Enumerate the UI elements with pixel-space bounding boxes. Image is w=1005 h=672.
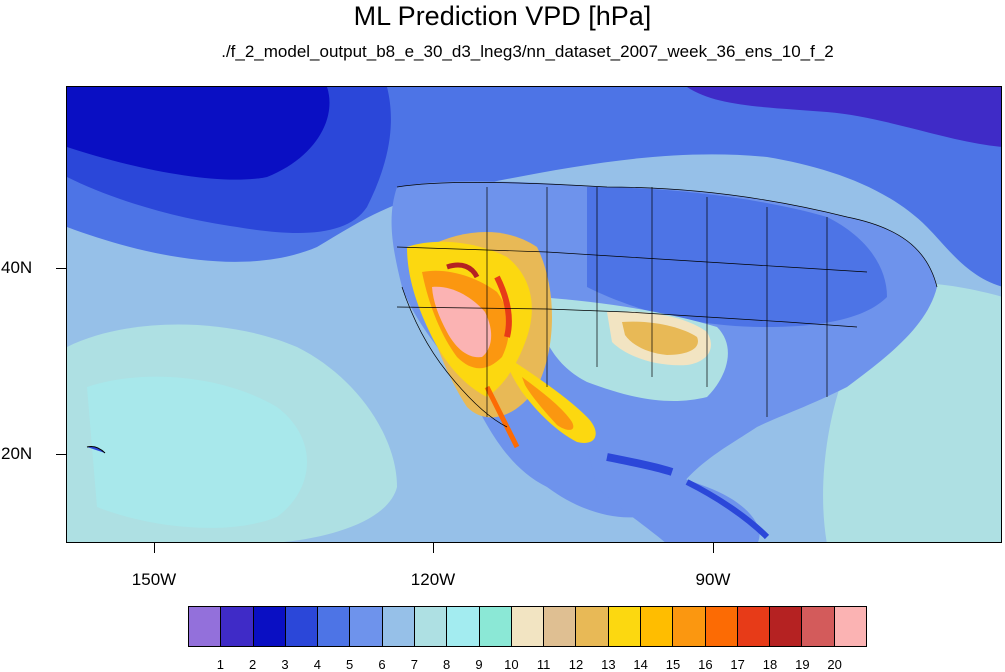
lat-tick (56, 268, 66, 269)
colorbar-swatch (770, 607, 803, 646)
colorbar-tick-label: 11 (536, 657, 551, 672)
colorbar-tick-label: 19 (795, 657, 810, 672)
colorbar-tick-label: 14 (633, 657, 648, 672)
lon-tick (713, 543, 714, 553)
lon-tick (154, 543, 155, 553)
colorbar-tick-label: 17 (730, 657, 745, 672)
colorbar-swatch (608, 607, 641, 646)
colorbar-swatch (511, 607, 545, 646)
colorbar-swatch (737, 607, 771, 646)
colorbar-tick-label: 15 (665, 657, 681, 672)
colorbar-swatch (318, 607, 351, 646)
colorbar-tick-label: 6 (378, 657, 386, 672)
lat-label-40n: 40N (1, 258, 33, 277)
colorbar-swatch (253, 607, 286, 646)
colorbar-swatch (479, 607, 512, 646)
map-title: ML Prediction VPD [hPa] (353, 1, 652, 31)
colorbar-swatch (705, 607, 738, 646)
lon-label-90w: 90W (695, 570, 731, 589)
colorbar-tick-label: 20 (827, 657, 842, 672)
colorbar-tick-label: 5 (346, 657, 354, 672)
lon-label-120w: 120W (410, 570, 456, 589)
vpd-map (66, 86, 1002, 543)
lat-tick (56, 454, 66, 455)
lat-label-20n: 20N (1, 444, 33, 463)
colorbar-tick-label: 3 (281, 657, 289, 672)
colorbar-swatch (285, 607, 319, 646)
colorbar-swatch (834, 607, 866, 646)
colorbar-tick-label: 18 (762, 657, 778, 672)
colorbar-tick-label: 4 (313, 657, 321, 672)
colorbar-swatch (414, 607, 448, 646)
colorbar-swatch (673, 607, 706, 646)
colorbar-tick-label: 16 (698, 657, 713, 672)
colorbar-swatch (350, 607, 383, 646)
colorbar-swatch (382, 607, 415, 646)
colorbar-swatch (802, 607, 835, 646)
lon-label-150w: 150W (131, 570, 177, 589)
vpd-field (67, 87, 1001, 542)
colorbar (188, 606, 867, 647)
colorbar-tick-label: 1 (216, 657, 224, 672)
colorbar-tick-label: 9 (475, 657, 483, 672)
colorbar-tick-label: 10 (504, 657, 519, 672)
colorbar-swatch (544, 607, 577, 646)
colorbar-tick-label: 7 (410, 657, 418, 672)
colorbar-tick-label: 2 (249, 657, 257, 672)
colorbar-tick-label: 8 (443, 657, 451, 672)
colorbar-swatch (447, 607, 480, 646)
colorbar-swatch (576, 607, 609, 646)
map-subtitle: ./f_2_model_output_b8_e_30_d3_lneg3/nn_d… (221, 42, 834, 61)
colorbar-tick-label: 12 (568, 657, 584, 672)
colorbar-swatch (189, 607, 222, 646)
colorbar-swatch (221, 607, 254, 646)
colorbar-swatch (640, 607, 674, 646)
lon-tick (433, 543, 434, 553)
colorbar-tick-label: 13 (601, 657, 616, 672)
